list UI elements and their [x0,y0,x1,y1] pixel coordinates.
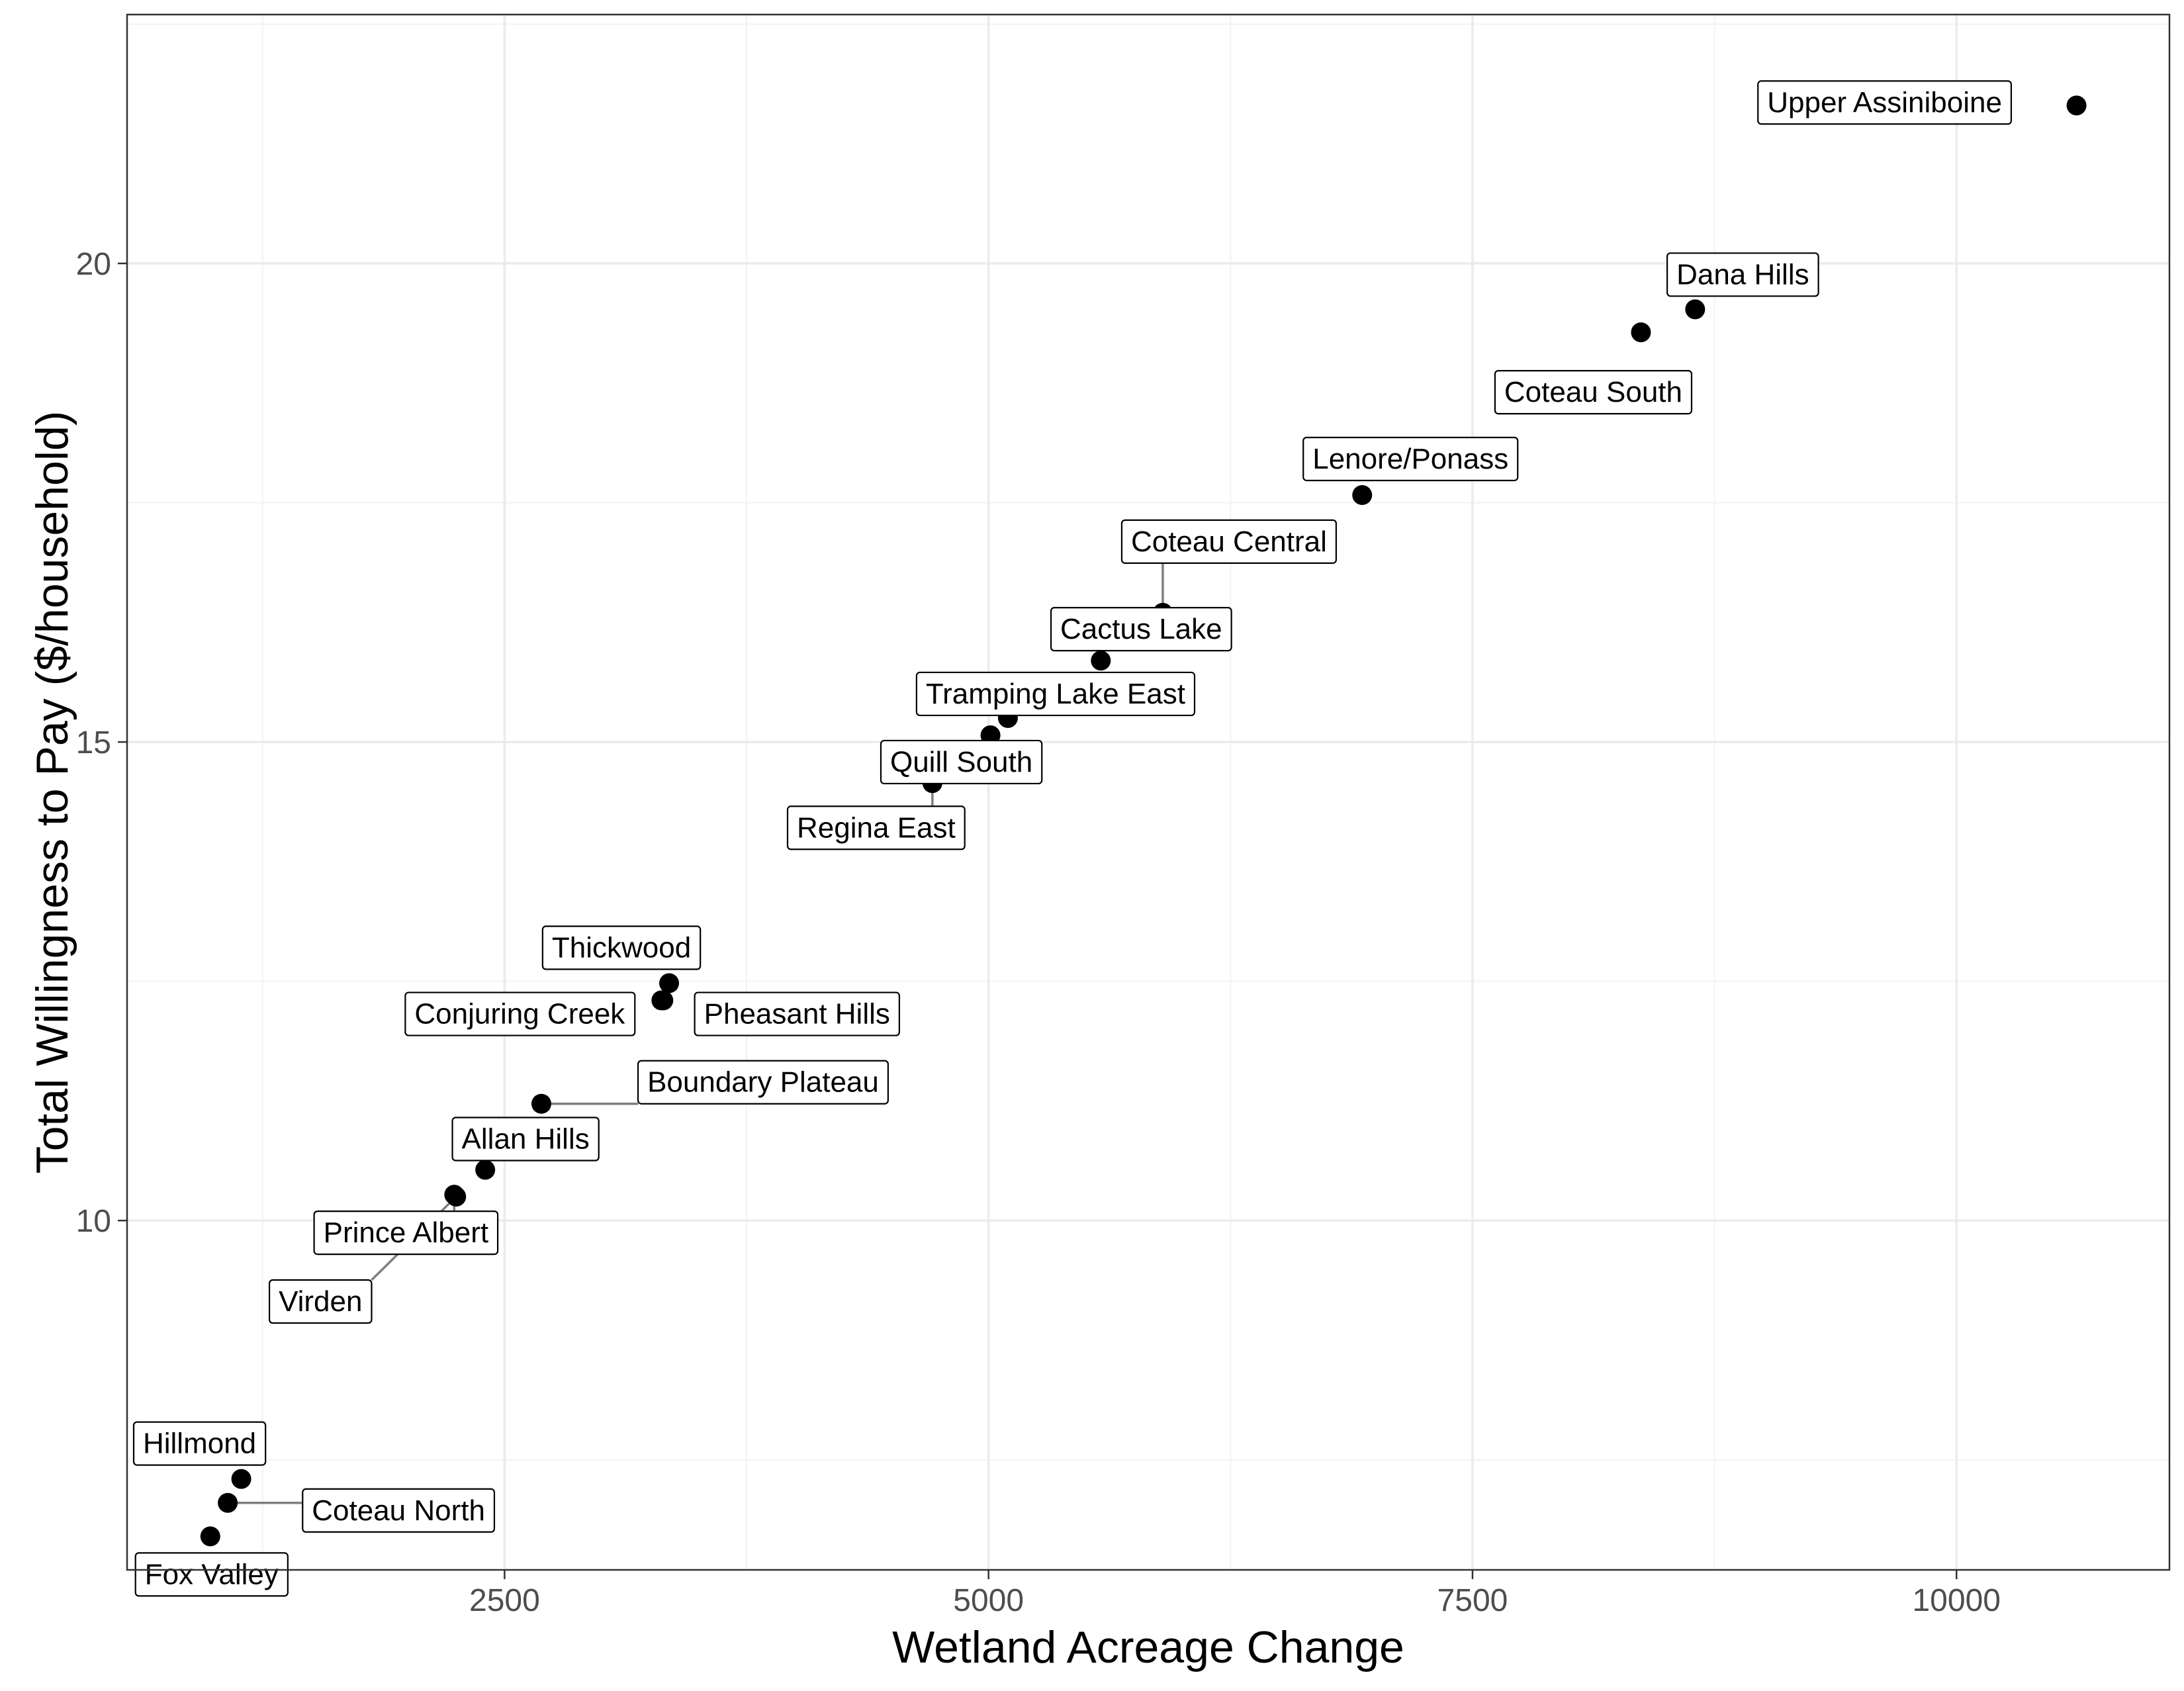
point-label-box [1494,370,1693,415]
point-label-text: Fox Valley [145,1558,279,1590]
point-label: Lenore/Ponass [1302,436,1519,482]
point-label-box [1757,80,2013,125]
point-label-text: Tramping Lake East [926,678,1185,710]
point-label: Fox Valley [134,1552,289,1597]
data-point [653,990,674,1011]
y-tick-label: 20 [76,247,111,282]
x-axis-title: Wetland Acreage Change [892,1622,1404,1672]
point-label-text: Virden [279,1285,362,1318]
x-tick-label: 2500 [469,1583,540,1618]
point-label: Regina East [786,805,966,850]
point-label-box [1050,607,1232,652]
point-label-box [313,1211,499,1256]
data-point [200,1526,220,1547]
point-label-text: Conjuring Creek [414,998,625,1030]
point-label: Allan Hills [451,1117,600,1162]
point-label-box [541,925,702,970]
point-label-box [132,1421,267,1466]
point-label-text: Lenore/Ponass [1312,443,1508,475]
data-point [659,973,680,993]
point-label-text: Coteau Central [1131,526,1327,558]
point-label-text: Cactus Lake [1060,613,1222,645]
axis-layer: 2500 5000 7500 10000 10 15 20 [76,247,2001,1618]
point-label-box [302,1488,496,1533]
x-tick-label: 10000 [1912,1583,2000,1618]
point-label-text: Regina East [797,811,956,844]
y-tick-label: 15 [76,725,111,760]
x-tick-label: 5000 [953,1583,1024,1618]
point-label-box [915,671,1196,717]
point-label-text: Dana Hills [1676,258,1809,291]
point-label-box [880,739,1043,785]
point-label-text: Coteau South [1504,376,1682,408]
point-label: Thickwood [541,925,702,970]
point-label-box [694,991,900,1036]
data-point [1091,651,1111,671]
point-label-box [1302,436,1519,482]
data-point [2066,95,2087,116]
point-label-text: Upper Assiniboine [1767,86,2002,118]
point-label-text: Coteau North [312,1494,485,1527]
point-label: Tramping Lake East [915,671,1196,717]
point-label: Quill South [880,739,1043,785]
x-tick-label: 7500 [1437,1583,1508,1618]
point-label-box [404,991,636,1036]
data-point [446,1187,467,1207]
y-tick-label: 10 [76,1204,111,1239]
point-label: Virden [268,1279,373,1324]
point-label-text: Allan Hills [462,1123,590,1156]
point-label-box [786,805,966,850]
point-label-box [268,1279,373,1324]
point-label-text: Quill South [890,746,1032,778]
data-point [218,1492,238,1513]
data-point [1631,322,1651,343]
y-axis-title: Total Willingness to Pay ($/household) [27,411,77,1174]
point-label: Pheasant Hills [694,991,900,1036]
data-point [1685,299,1706,320]
point-label-box [637,1060,889,1105]
point-label: Coteau North [302,1488,496,1533]
point-label: Coteau South [1494,370,1693,415]
point-label: Coteau Central [1120,519,1338,564]
point-label-text: Thickwood [552,932,691,964]
panel-border [126,13,2171,1571]
point-label-box [451,1117,600,1162]
grid-layer [127,15,2169,1570]
point-label-text: Boundary Plateau [647,1066,879,1099]
data-point [1352,484,1373,505]
point-label-text: Hillmond [143,1428,256,1460]
point-label-text: Pheasant Hills [704,998,890,1030]
data-point [531,1093,551,1114]
point-label: Hillmond [132,1421,267,1466]
point-label-box [1666,252,1819,297]
data-point [475,1160,496,1180]
data-point [231,1469,251,1489]
point-label: Dana Hills [1666,252,1819,297]
point-label-text: Prince Albert [324,1216,488,1249]
point-label: Prince Albert [313,1211,499,1256]
point-label-box [1120,519,1338,564]
point-label: Boundary Plateau [637,1060,889,1105]
point-label-box [134,1552,289,1597]
point-label: Upper Assiniboine [1757,80,2013,125]
point-label: Cactus Lake [1050,607,1232,652]
label-layer: Upper Assiniboine Dana Hills Coteau South L… [132,80,2013,1597]
point-label: Conjuring Creek [404,991,636,1036]
